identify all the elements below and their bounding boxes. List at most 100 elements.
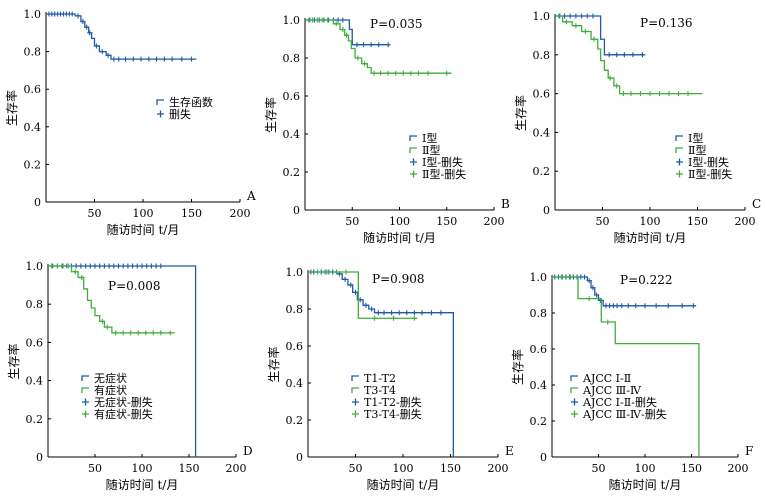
legend-censor-symbol — [571, 410, 578, 418]
x-axis-label: 随访时间 t/月 — [614, 230, 687, 245]
censor-mark — [408, 70, 414, 76]
y-tick-label: 1.0 — [283, 14, 301, 27]
y-tick-label: 0.6 — [286, 340, 304, 353]
censor-mark — [628, 91, 634, 97]
legend-censor-symbol — [676, 158, 683, 166]
censor-mark — [113, 330, 119, 336]
censor-mark — [556, 13, 562, 19]
censor-mark — [685, 91, 691, 97]
y-axis-label: 生存率 — [513, 95, 528, 131]
censor-mark — [87, 263, 93, 269]
censor-mark — [335, 17, 341, 23]
censor-mark — [100, 318, 106, 324]
censor-mark — [563, 19, 569, 25]
x-tick-label: 100 — [393, 462, 414, 475]
censor-mark — [92, 263, 98, 269]
p-value-text: P=0.908 — [372, 272, 424, 286]
censor-mark — [83, 263, 89, 269]
censor-mark — [567, 13, 573, 19]
censor-mark — [353, 289, 358, 295]
censor-mark — [111, 263, 117, 269]
censor-mark — [607, 75, 613, 81]
legend-censor-symbol — [157, 110, 164, 118]
censor-mark — [376, 42, 382, 48]
censor-mark — [582, 274, 588, 280]
y-tick-label: 0 — [296, 451, 303, 464]
y-tick-label: 1.0 — [26, 260, 44, 273]
censor-mark — [139, 263, 145, 269]
censor-mark — [665, 303, 671, 309]
censor-mark — [334, 269, 339, 275]
censor-mark — [579, 13, 585, 19]
censor-mark — [143, 330, 149, 336]
censor-mark — [657, 91, 662, 97]
censor-mark — [372, 315, 377, 321]
censor-mark — [161, 56, 167, 62]
x-tick-label: 200 — [728, 462, 749, 475]
censor-mark — [630, 52, 636, 58]
legend-label: AJCC Ⅰ-Ⅱ-删失 — [582, 396, 657, 409]
y-tick-label: 0.8 — [283, 52, 301, 65]
censor-mark — [371, 70, 377, 76]
legend-label: 有症状 — [94, 383, 127, 397]
censor-mark — [586, 278, 592, 284]
legend-censor-symbol — [352, 398, 359, 406]
censor-mark — [621, 52, 627, 58]
p-value-text: P=0.222 — [620, 273, 672, 287]
y-tick-label: 0.8 — [26, 298, 44, 311]
censor-mark — [116, 56, 122, 62]
censor-mark — [355, 55, 361, 61]
censor-mark — [586, 296, 592, 302]
x-tick-label: 200 — [226, 462, 247, 475]
panel-letter: F — [745, 444, 753, 458]
censor-mark — [154, 56, 160, 62]
censor-mark — [72, 269, 78, 275]
legend-label: Ⅰ型-删失 — [688, 155, 729, 169]
censor-mark — [120, 263, 126, 269]
censor-mark — [66, 263, 72, 269]
censor-mark — [625, 303, 631, 309]
y-tick-label: 0.6 — [533, 88, 551, 101]
censor-mark — [368, 42, 374, 48]
censor-mark — [104, 324, 110, 330]
y-tick-label: 0.6 — [530, 343, 548, 356]
censor-mark — [134, 263, 140, 269]
legend-label: Ⅱ型-删失 — [688, 167, 732, 181]
y-tick-label: 1.0 — [286, 266, 304, 279]
censor-mark — [79, 274, 85, 280]
censor-mark — [381, 310, 387, 316]
censor-mark — [639, 52, 645, 58]
censor-mark — [444, 70, 450, 76]
x-tick-label: 150 — [179, 462, 200, 475]
legend-label: 生存函数 — [169, 95, 213, 109]
y-tick-label: 1.0 — [530, 271, 548, 284]
censor-mark — [120, 330, 126, 336]
censor-mark — [128, 330, 134, 336]
legend-label: T1-T2-删失 — [364, 396, 422, 409]
censor-mark — [167, 330, 173, 336]
censor-mark — [389, 310, 395, 316]
censor-mark — [179, 56, 185, 62]
censor-mark — [620, 91, 626, 97]
censor-mark — [362, 61, 368, 67]
censor-mark — [135, 330, 141, 336]
legend-censor-symbol — [352, 410, 359, 418]
censor-mark — [411, 310, 417, 316]
censor-mark — [614, 52, 620, 58]
censor-mark — [396, 310, 402, 316]
legend-label: AJCC Ⅲ-Ⅳ-删失 — [582, 408, 667, 421]
censor-mark — [568, 274, 574, 280]
legend-label: T3-T4-删失 — [364, 408, 422, 421]
censor-mark — [73, 263, 79, 269]
x-tick-label: 200 — [230, 207, 251, 220]
censor-mark — [348, 282, 354, 288]
p-value-text: P=0.136 — [640, 16, 692, 30]
survival-curve-1 — [555, 15, 646, 56]
censor-mark — [638, 91, 643, 97]
legend-censor-symbol — [676, 170, 683, 178]
y-tick-label: 0 — [34, 196, 41, 209]
censor-mark — [614, 303, 620, 309]
survival-curve-1 — [48, 265, 197, 457]
